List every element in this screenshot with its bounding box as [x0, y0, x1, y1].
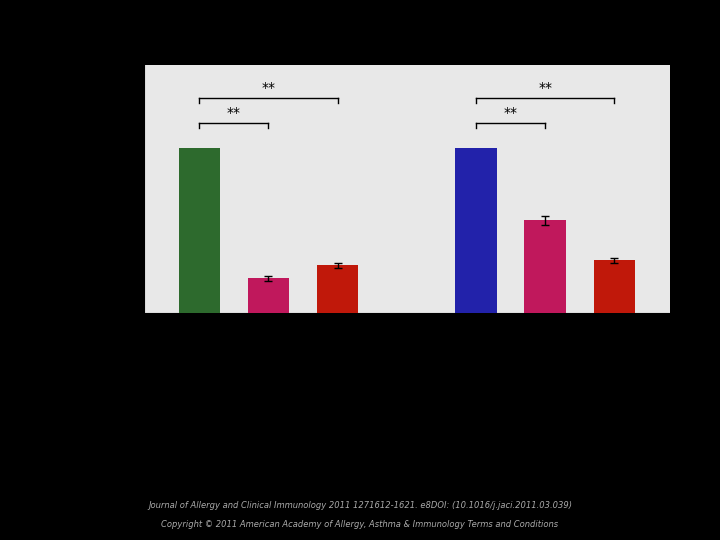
Text: IL-1β: IL-1β	[167, 321, 199, 354]
Bar	[593, 260, 635, 313]
Bar	[524, 220, 566, 313]
Text: TNF-α + IL-13: TNF-α + IL-13	[541, 321, 614, 395]
Text: TNF-α + IL-4: TNF-α + IL-4	[478, 321, 545, 389]
Y-axis label: Relative claudin-1
mRNA suppression (%): Relative claudin-1 mRNA suppression (%)	[75, 113, 103, 265]
Text: IL-1β + IL-4: IL-1β + IL-4	[206, 321, 269, 384]
Text: **: **	[538, 82, 552, 96]
Text: **: **	[503, 106, 518, 120]
Text: Journal of Allergy and Clinical Immunology 2011 1271612-1621. e8DOI: (10.1016/j.: Journal of Allergy and Clinical Immunolo…	[148, 501, 572, 510]
Text: Copyright © 2011 American Academy of Allergy, Asthma & Immunology Terms and Cond: Copyright © 2011 American Academy of All…	[161, 520, 559, 529]
Bar	[179, 147, 220, 313]
Text: TNF-α: TNF-α	[439, 321, 476, 358]
Bar	[455, 147, 497, 313]
Text: **: **	[227, 106, 241, 120]
Bar	[317, 265, 359, 313]
Text: **: **	[261, 82, 276, 96]
Text: IL-1β + IL-13: IL-1β + IL-13	[269, 321, 338, 390]
Title: Fig E1: Fig E1	[386, 43, 428, 57]
Bar	[248, 279, 289, 313]
